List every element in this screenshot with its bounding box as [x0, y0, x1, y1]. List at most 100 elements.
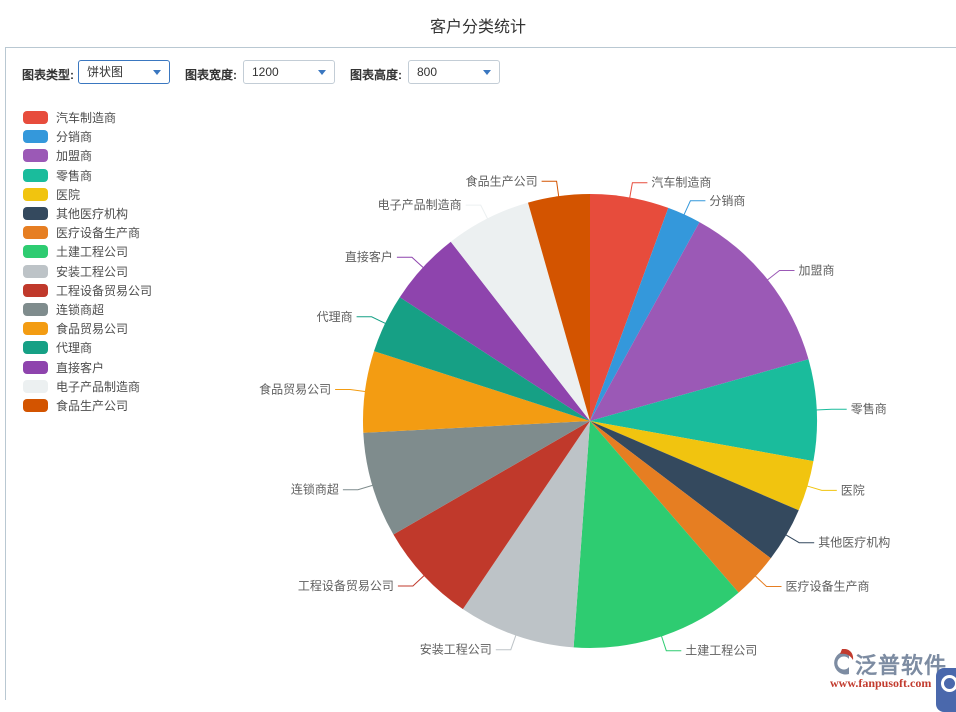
legend-item[interactable]: 直接客户: [23, 357, 152, 376]
pie-slice[interactable]: [393, 421, 590, 610]
pie-label: 电子产品制造商: [378, 197, 462, 212]
pie-slice[interactable]: [590, 421, 799, 559]
legend-swatch: [23, 379, 48, 393]
legend-swatch: [23, 226, 48, 240]
pie-label-line: [754, 575, 782, 587]
pie-label-line: [495, 634, 517, 651]
pie-label-line: [397, 574, 425, 587]
legend-item[interactable]: 电子产品制造商: [23, 377, 152, 396]
watermark-url: www.fanpusoft.com: [830, 676, 932, 690]
legend-label: 零售商: [56, 168, 93, 183]
legend-item[interactable]: 连锁商超: [23, 300, 152, 319]
legend-item[interactable]: 分销商: [23, 127, 152, 146]
legend-swatch: [23, 283, 48, 297]
pie-label: 其他医疗机构: [818, 535, 890, 550]
pie-label: 医院: [841, 483, 865, 497]
pie-slice[interactable]: [450, 202, 590, 421]
legend-label: 土建工程公司: [56, 245, 129, 260]
legend-swatch: [23, 322, 48, 336]
legend-item[interactable]: 汽车制造商: [23, 108, 152, 127]
legend-label: 工程设备贸易公司: [56, 283, 153, 298]
legend-item[interactable]: 零售商: [23, 166, 152, 185]
pie-label: 医疗设备生产商: [786, 579, 870, 594]
pie-label: 土建工程公司: [685, 643, 757, 658]
legend-swatch: [23, 149, 48, 163]
fanpu-logo-icon: [834, 649, 854, 675]
legend-label: 电子产品制造商: [56, 379, 141, 394]
chart-width-value: 1200: [252, 65, 279, 79]
pie-label-line: [785, 534, 815, 544]
pie-slice[interactable]: [590, 421, 771, 593]
pie-label-line: [766, 270, 795, 281]
pie-label: 代理商: [317, 309, 353, 324]
chart-type-select[interactable]: 饼状图: [78, 60, 170, 84]
legend-label: 直接客户: [56, 360, 105, 375]
pie-slice[interactable]: [374, 297, 590, 421]
legend-swatch: [23, 207, 48, 221]
legend-swatch: [23, 360, 48, 374]
pie-label: 连锁商超: [291, 482, 339, 497]
pie-label: 直接客户: [345, 249, 393, 264]
legend-swatch: [23, 168, 48, 182]
pie-slice[interactable]: [573, 421, 739, 648]
legend-swatch: [23, 264, 48, 278]
legend-swatch: [23, 130, 48, 144]
pie-slice[interactable]: [590, 193, 669, 421]
pie-label: 安装工程公司: [420, 642, 492, 657]
pie-label: 汽车制造商: [651, 175, 711, 190]
chart-width-label: 图表宽度:: [185, 68, 237, 82]
pie-label: 食品生产公司: [466, 173, 538, 188]
pie-slice[interactable]: [399, 241, 590, 421]
pie-slice[interactable]: [590, 207, 700, 421]
pie-label-line: [342, 484, 374, 491]
legend-label: 加盟商: [56, 149, 93, 164]
floating-widget-button[interactable]: [936, 668, 956, 712]
legend-label: 食品贸易公司: [56, 322, 129, 337]
chart-height-select[interactable]: 800: [408, 60, 500, 84]
legend-label: 医疗设备生产商: [56, 226, 141, 241]
legend-swatch: [23, 187, 48, 201]
pie-label-line: [465, 204, 489, 220]
pie-slice[interactable]: [363, 421, 590, 535]
legend-label: 食品生产公司: [56, 398, 129, 413]
watermark: 泛普软件 www.fanpusoft.com: [826, 646, 956, 699]
chart-width-select[interactable]: 1200: [243, 60, 335, 84]
legend-item[interactable]: 土建工程公司: [23, 242, 152, 261]
legend-item[interactable]: 安装工程公司: [23, 262, 152, 281]
pie-slice[interactable]: [590, 222, 809, 421]
pie-label-line: [356, 316, 387, 325]
pie-label-line: [541, 180, 560, 198]
pie-label: 分销商: [709, 193, 745, 208]
legend-label: 分销商: [56, 130, 93, 145]
legend-item[interactable]: 其他医疗机构: [23, 204, 152, 223]
pie-label-line: [335, 389, 366, 393]
legend-item[interactable]: 食品生产公司: [23, 396, 152, 415]
legend-label: 汽车制造商: [56, 111, 117, 126]
pie-label: 工程设备贸易公司: [298, 578, 394, 593]
chart-legend: 汽车制造商分销商加盟商零售商医院 其他医疗机构医疗设备生产商 土建工程公司 安装工程公…: [23, 108, 152, 415]
chart-type-label: 图表类型:: [22, 68, 74, 82]
pie-slice[interactable]: [590, 421, 814, 511]
pie-label-line: [815, 408, 847, 411]
legend-item[interactable]: 医疗设备生产商: [23, 223, 152, 242]
chart-height-label: 图表高度:: [350, 68, 402, 82]
legend-swatch: [23, 245, 48, 259]
legend-swatch: [23, 341, 48, 355]
pie-slice[interactable]: [362, 351, 590, 433]
pie-slice[interactable]: [462, 421, 590, 648]
legend-label: 安装工程公司: [56, 264, 129, 279]
pie-label-line: [683, 200, 706, 216]
legend-item[interactable]: 加盟商: [23, 146, 152, 165]
legend-item[interactable]: 医院: [23, 185, 152, 204]
legend-item[interactable]: 工程设备贸易公司: [23, 281, 152, 300]
widget-icon: [941, 675, 956, 692]
pie-label-line: [806, 485, 837, 491]
pie-label-line: [629, 182, 648, 199]
pie-slice[interactable]: [590, 359, 817, 462]
legend-item[interactable]: 代理商: [23, 338, 152, 357]
pie-slice[interactable]: [528, 193, 590, 421]
legend-swatch: [23, 111, 48, 125]
legend-item[interactable]: 食品贸易公司: [23, 319, 152, 338]
watermark-brand: 泛普软件: [855, 653, 948, 678]
